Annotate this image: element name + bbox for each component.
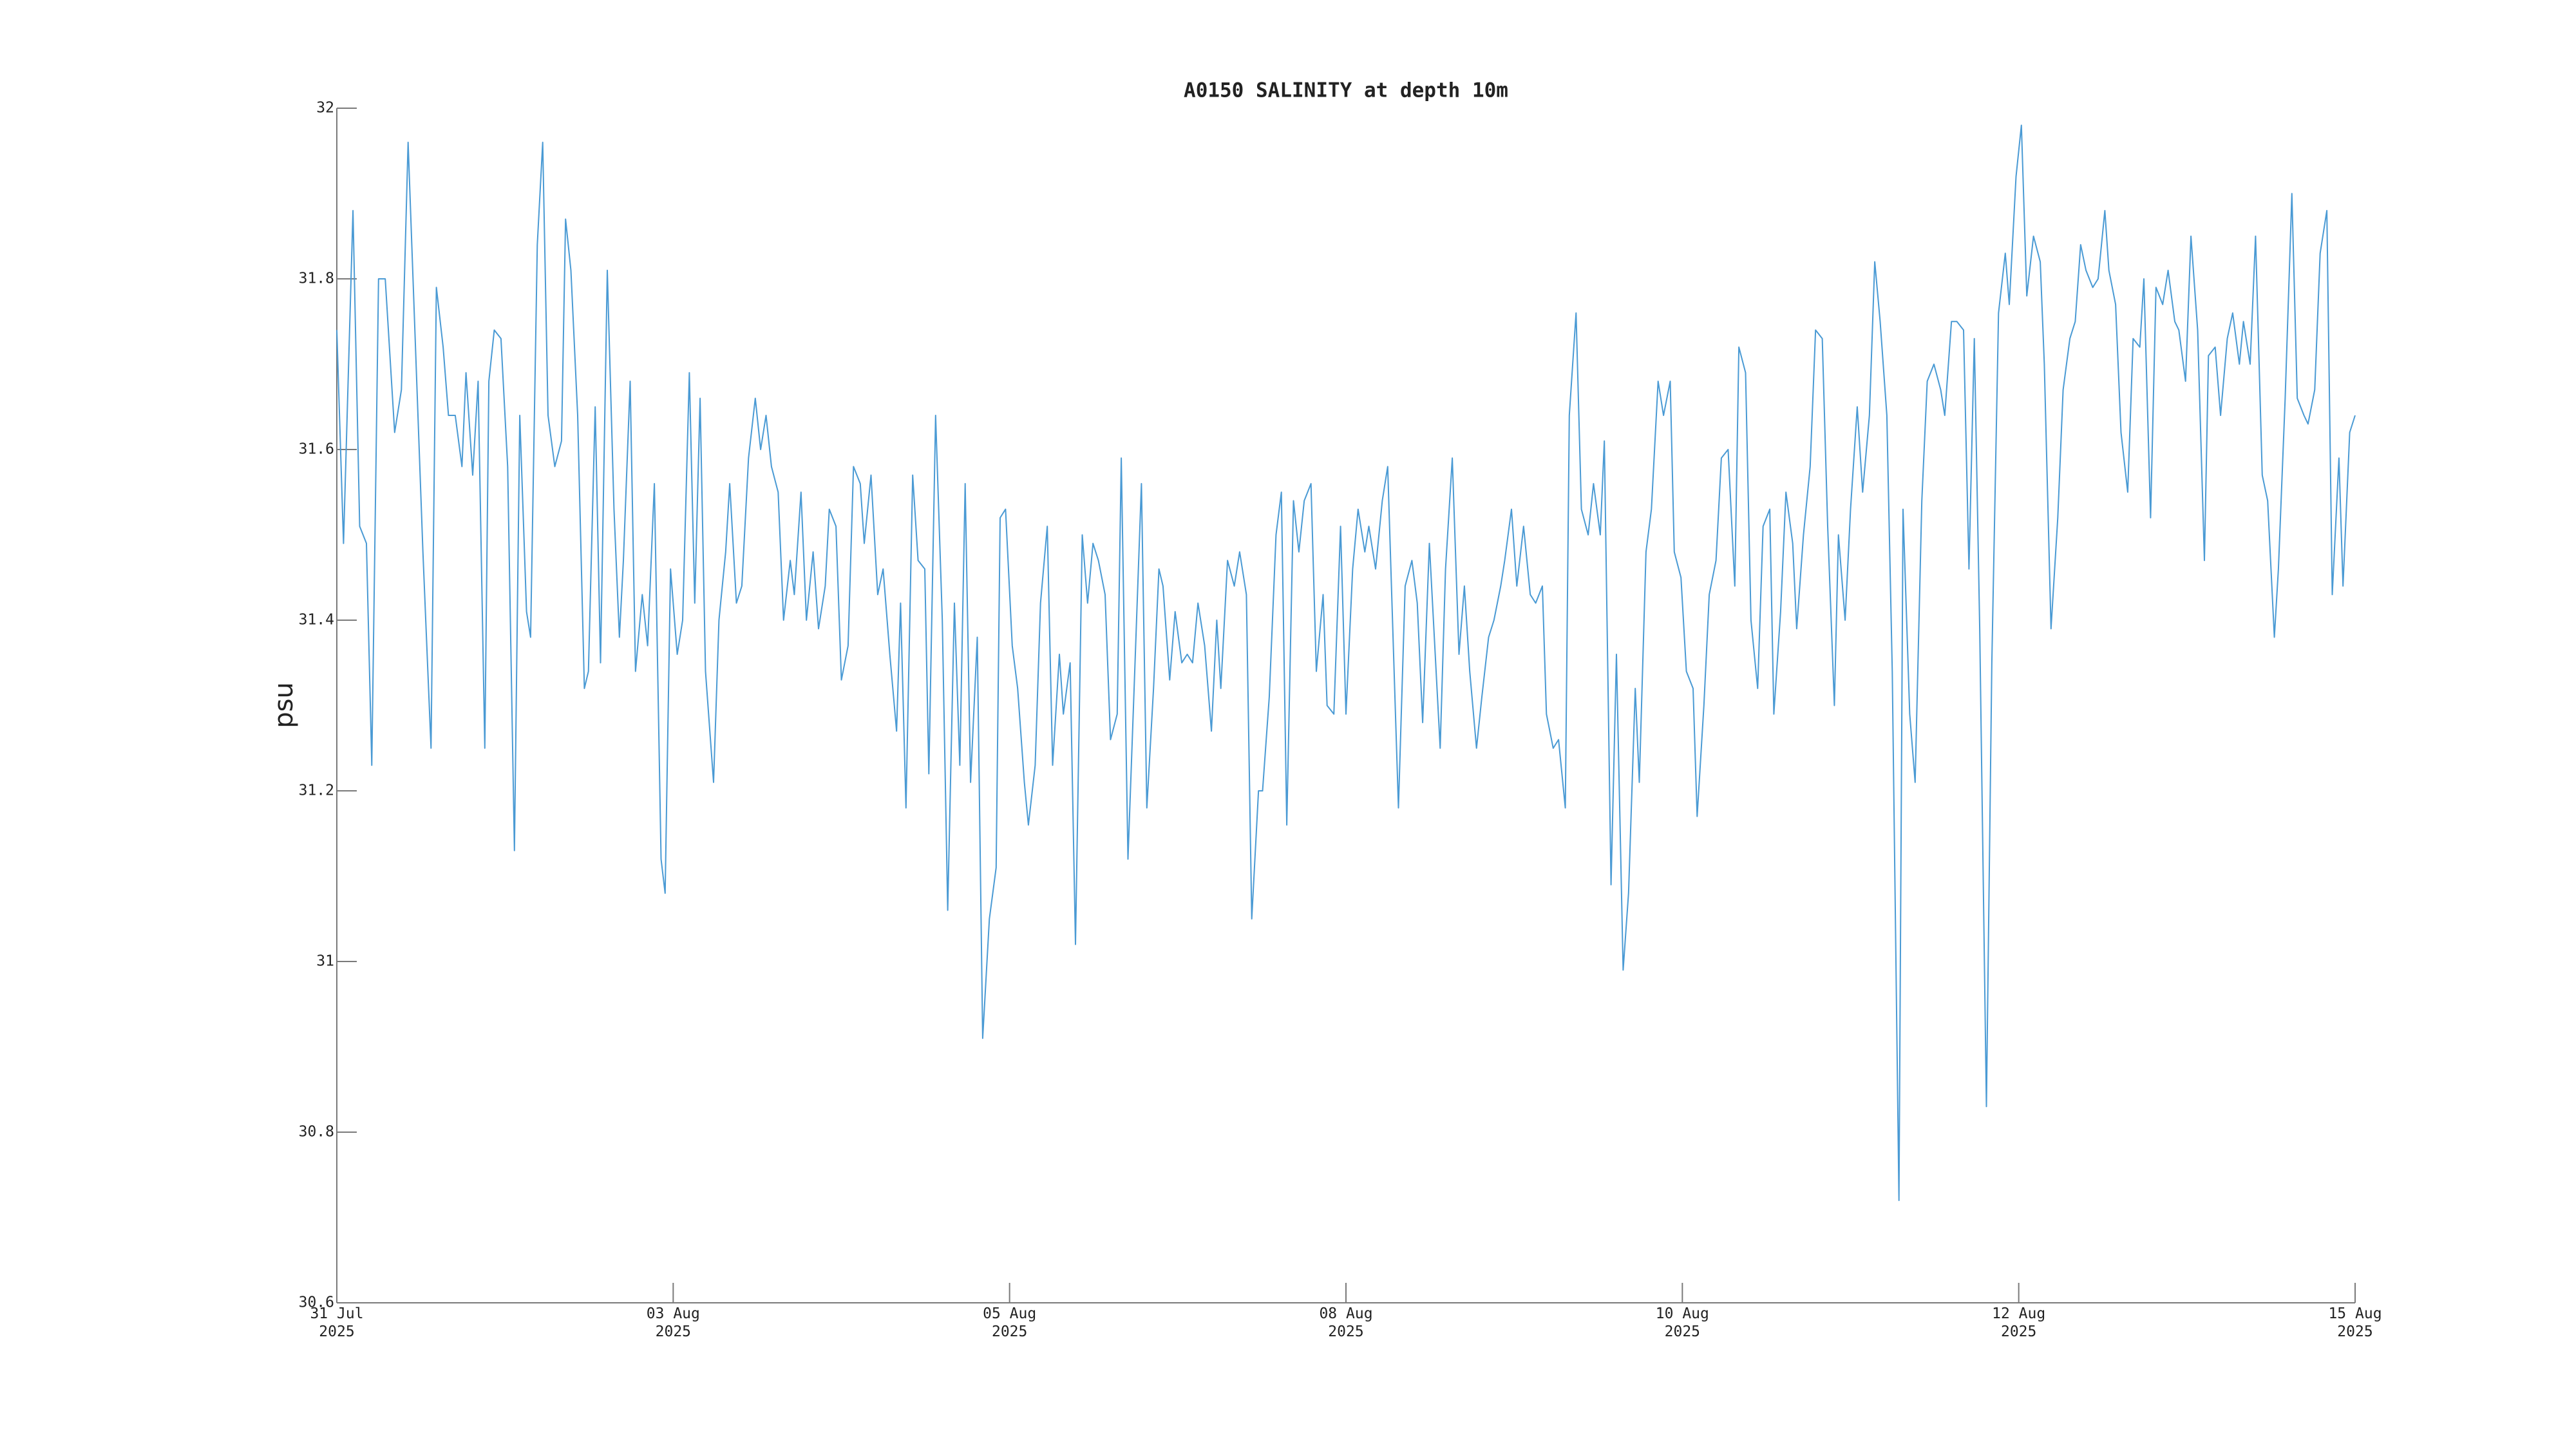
y-tick-label: 30.6 (299, 1294, 334, 1311)
x-tick-label: 31 Jul 2025 (310, 1305, 363, 1340)
y-tick-label: 31 (316, 953, 334, 970)
chart-title: A0150 SALINITY at depth 10m (1184, 79, 1508, 102)
y-tick-label: 31.4 (299, 612, 334, 629)
x-tick-label: 12 Aug 2025 (1992, 1305, 2045, 1340)
y-tick-label: 31.2 (299, 782, 334, 799)
y-tick-label: 31.6 (299, 441, 334, 458)
y-axis-label: psu (269, 682, 299, 728)
y-tick-label: 31.8 (299, 270, 334, 287)
x-tick-label: 05 Aug 2025 (983, 1305, 1036, 1340)
x-tick-label: 10 Aug 2025 (1656, 1305, 1709, 1340)
y-tick-label: 30.8 (299, 1124, 334, 1141)
x-tick-label: 08 Aug 2025 (1319, 1305, 1372, 1340)
x-tick-label: 03 Aug 2025 (647, 1305, 700, 1340)
y-tick-label: 32 (316, 100, 334, 117)
x-tick-label: 15 Aug 2025 (2328, 1305, 2382, 1340)
data-line (336, 124, 2356, 1201)
